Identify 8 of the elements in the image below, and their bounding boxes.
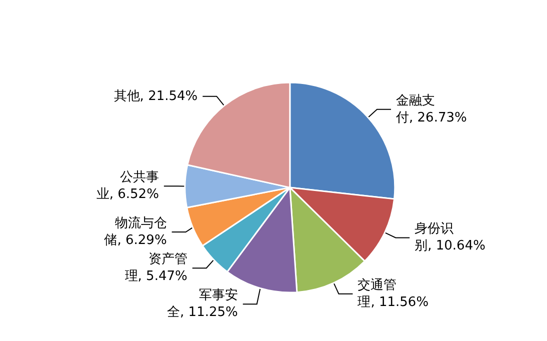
- slice-label: 物流与仓储, 6.29%: [104, 215, 167, 248]
- slice-label: 资产管理, 5.47%: [124, 252, 188, 284]
- slice-label: 交通管理, 11.56%: [358, 276, 429, 310]
- slice-label: 金融支付, 26.73%: [395, 93, 467, 126]
- slice-label: 其他, 21.54%: [114, 88, 198, 104]
- slice-label: 军事安全, 11.25%: [167, 287, 238, 320]
- slice-label: 身份识别, 10.64%: [414, 222, 486, 254]
- slice-label: 公共事业, 6.52%: [96, 170, 159, 202]
